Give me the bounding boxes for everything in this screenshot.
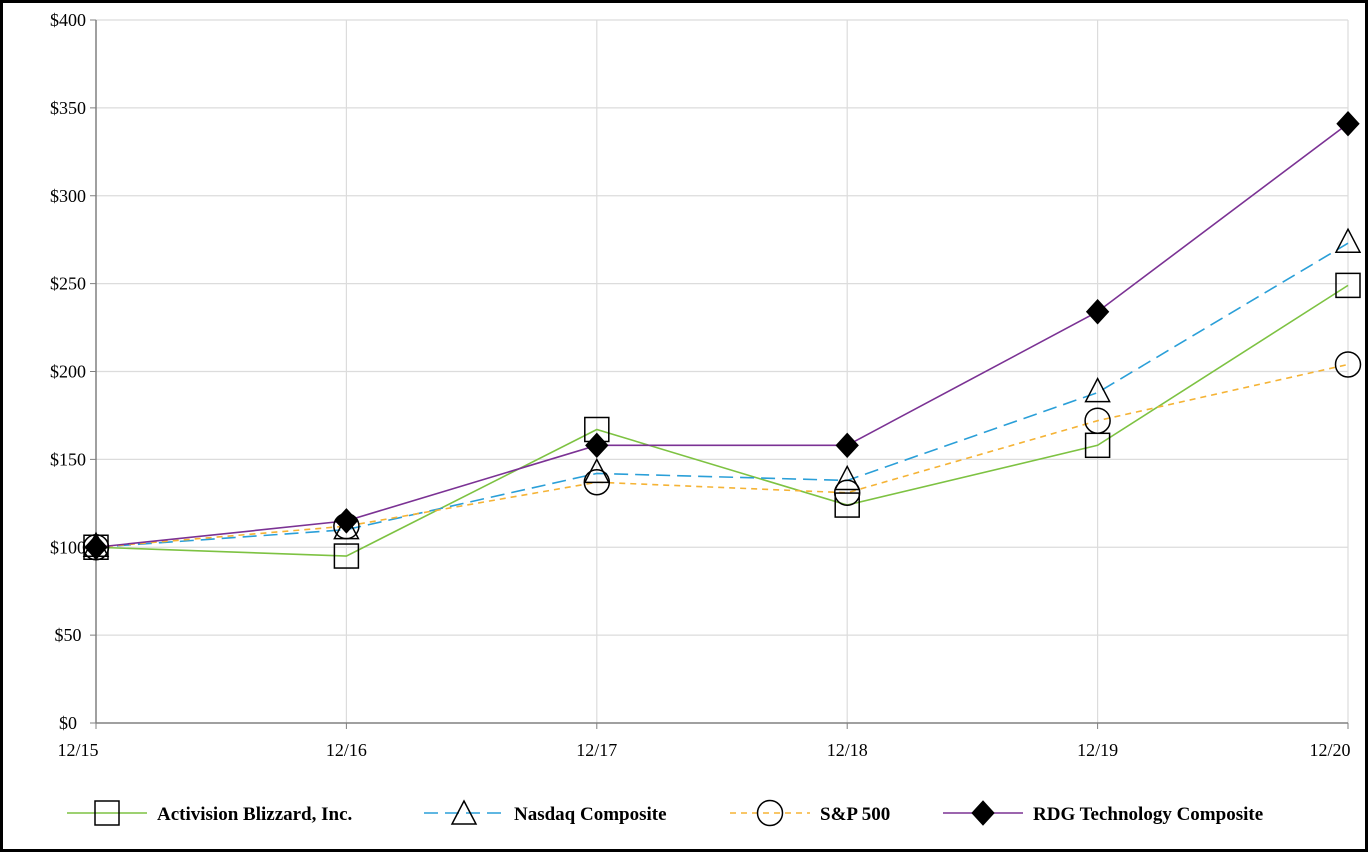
series-line [95, 242, 1349, 549]
series-line [95, 284, 1349, 557]
legend-label: Nasdaq Composite [514, 804, 667, 825]
data-point-diamond [1085, 299, 1110, 325]
data-point-triangle [1334, 227, 1362, 253]
legend-label: RDG Technology Composite [1033, 804, 1263, 825]
x-tick-label: 12/18 [827, 740, 868, 760]
y-axis-tick-labels: $0 $50 $100 $150 $200 $250 $300 $350 $400 [50, 10, 86, 733]
y-tick-label: $100 [50, 537, 86, 557]
legend-label: Activision Blizzard, Inc. [157, 804, 352, 825]
y-tick-label: $200 [50, 362, 86, 382]
y-tick-label: $300 [50, 186, 86, 206]
data-point-square [94, 800, 120, 826]
x-tick-label: 12/20 [1309, 740, 1350, 760]
legend-label: S&P 500 [820, 804, 890, 825]
legend-item: Nasdaq Composite [424, 799, 667, 825]
data-point-circle [756, 799, 784, 827]
y-tick-label: $350 [50, 98, 86, 118]
x-tick-label: 12/16 [326, 740, 367, 760]
data-point-circle [833, 479, 861, 507]
legend-item: Activision Blizzard, Inc. [67, 800, 352, 826]
data-point-square [1335, 272, 1361, 299]
data-point-triangle [833, 464, 861, 491]
axes [90, 19, 1349, 729]
y-tick-label: $50 [55, 625, 82, 645]
x-tick-label: 12/19 [1077, 740, 1118, 760]
y-tick-label: $150 [50, 449, 86, 469]
data-point-circle [1084, 407, 1111, 434]
data-point-circle [583, 468, 611, 496]
series-line [95, 363, 1349, 549]
data-point-square [834, 492, 860, 518]
series-lines [95, 123, 1349, 557]
data-point-diamond [84, 534, 108, 560]
series-group [82, 110, 1362, 569]
data-point-diamond [971, 800, 995, 826]
series-line [95, 123, 1349, 549]
line-chart: $0$50$100$150$200$250$300$350$400 12/15 1… [50, 10, 1362, 827]
data-point-square [333, 543, 360, 569]
x-tick-label: 12/17 [576, 740, 617, 760]
legend-item: RDG Technology Composite [943, 800, 1263, 826]
x-axis-tick-labels: 12/15 12/16 12/17 12/18 12/19 12/20 [57, 740, 1350, 760]
y-tick-label: $0 [59, 713, 77, 733]
y-tick-label: $400 [50, 10, 86, 30]
y-tick-label: $250 [50, 274, 86, 294]
data-point-diamond [835, 432, 859, 459]
legend-item: S&P 500 [730, 799, 890, 827]
data-point-diamond [585, 432, 609, 459]
series-markers [82, 110, 1362, 569]
data-point-diamond [334, 508, 359, 534]
data-point-circle [1334, 351, 1362, 378]
gridlines [96, 19, 1349, 723]
data-point-triangle [450, 799, 478, 825]
data-point-triangle [1084, 376, 1111, 403]
x-tick-label: 12/15 [57, 740, 98, 760]
legend: Activision Blizzard, Inc. Nasdaq Composit… [67, 799, 1263, 827]
data-point-diamond [1336, 110, 1360, 137]
